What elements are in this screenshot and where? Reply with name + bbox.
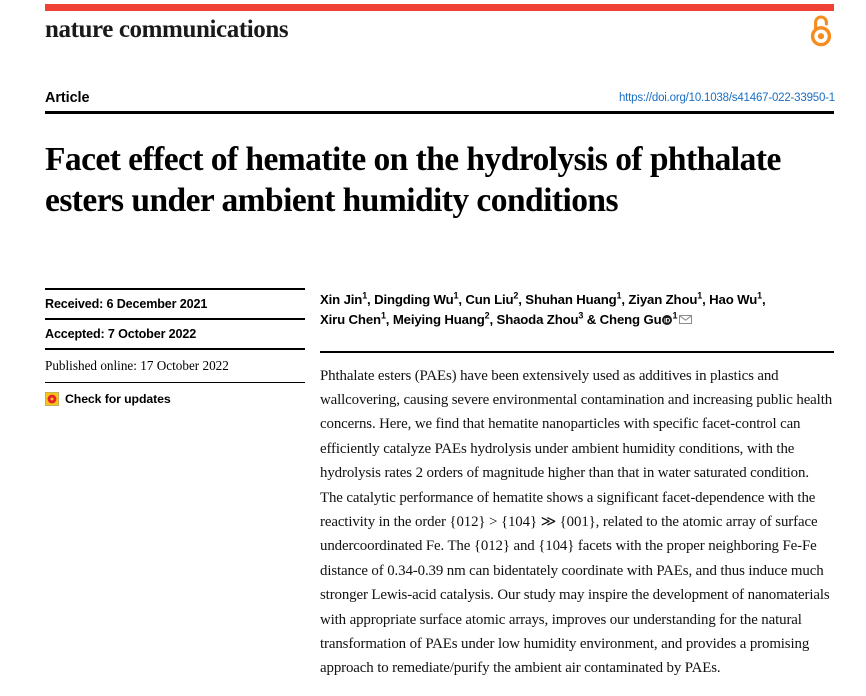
received-date: Received: 6 December 2021	[45, 297, 208, 312]
metadata-rule-2	[45, 347, 305, 350]
publication-metadata: Received: 6 December 2021 Accepted: 7 Oc…	[44, 288, 305, 407]
author-affiliation: 3	[578, 310, 584, 321]
author-name[interactable]: , Shuhan Huang	[518, 292, 617, 307]
orcid-id-icon[interactable]: iD	[662, 311, 673, 325]
author-name[interactable]: , Dingding Wu	[367, 292, 454, 307]
author-affiliation: 2	[513, 290, 519, 301]
envelope-icon[interactable]	[679, 310, 693, 324]
check-for-updates-button[interactable]: Check for updates	[44, 383, 305, 407]
accepted-date: Accepted: 7 October 2022	[45, 326, 197, 341]
author-affiliation: 1	[672, 310, 678, 321]
author-affiliation: 1	[616, 290, 622, 301]
author-affiliation: 2	[484, 310, 490, 321]
crossmark-icon	[44, 391, 60, 407]
author-name[interactable]: , Shaoda Zhou	[489, 311, 579, 327]
author-name[interactable]: , Meiying Huang	[385, 311, 485, 327]
check-for-updates-label: Check for updates	[65, 392, 171, 407]
metadata-rule-3	[45, 381, 305, 384]
authors-and-abstract: Xin Jin1, Dingding Wu1, Cun Liu2, Shuhan…	[320, 290, 834, 696]
author-affiliation: 1	[380, 310, 386, 321]
masthead-red-bar	[45, 4, 834, 11]
open-access-lock-icon	[807, 13, 835, 49]
author-affiliation: 1	[453, 290, 459, 301]
author-name[interactable]: Xin Jin	[320, 292, 363, 307]
published-online-date: Published online: 17 October 2022	[45, 357, 229, 373]
abstract-text: Phthalate esters (PAEs) have been extens…	[320, 367, 833, 677]
abstract-divider-rule	[320, 351, 834, 353]
author-affiliation: 1	[757, 290, 762, 301]
metadata-rule-1	[45, 318, 305, 320]
author-name[interactable]: , Cun Liu	[458, 292, 514, 307]
author-name[interactable]: Xiru Chen	[320, 311, 381, 327]
author-affiliation: 1	[362, 290, 368, 301]
author-name[interactable]: , Ziyan Zhou	[621, 292, 698, 307]
author-list: Xin Jin1, Dingding Wu1, Cun Liu2, Shuhan…	[320, 290, 834, 329]
author-name[interactable]: , Hao Wu	[702, 292, 758, 307]
metadata-rule-top	[45, 288, 305, 291]
article-type-label: Article	[45, 90, 90, 106]
author-name[interactable]: & Cheng Gu	[583, 311, 662, 327]
author-affiliation: 1	[697, 290, 703, 301]
page-title: Facet effect of hematite on the hydrolys…	[45, 141, 781, 220]
paper-page: nature communications Article https://do…	[44, 4, 835, 676]
author-separator: ,	[761, 292, 766, 307]
journal-name: nature communications	[45, 16, 289, 43]
svg-text:iD: iD	[664, 317, 671, 324]
doi-link[interactable]: https://doi.org/10.1038/s41467-022-33950…	[618, 92, 835, 104]
header-divider-rule	[45, 111, 834, 114]
